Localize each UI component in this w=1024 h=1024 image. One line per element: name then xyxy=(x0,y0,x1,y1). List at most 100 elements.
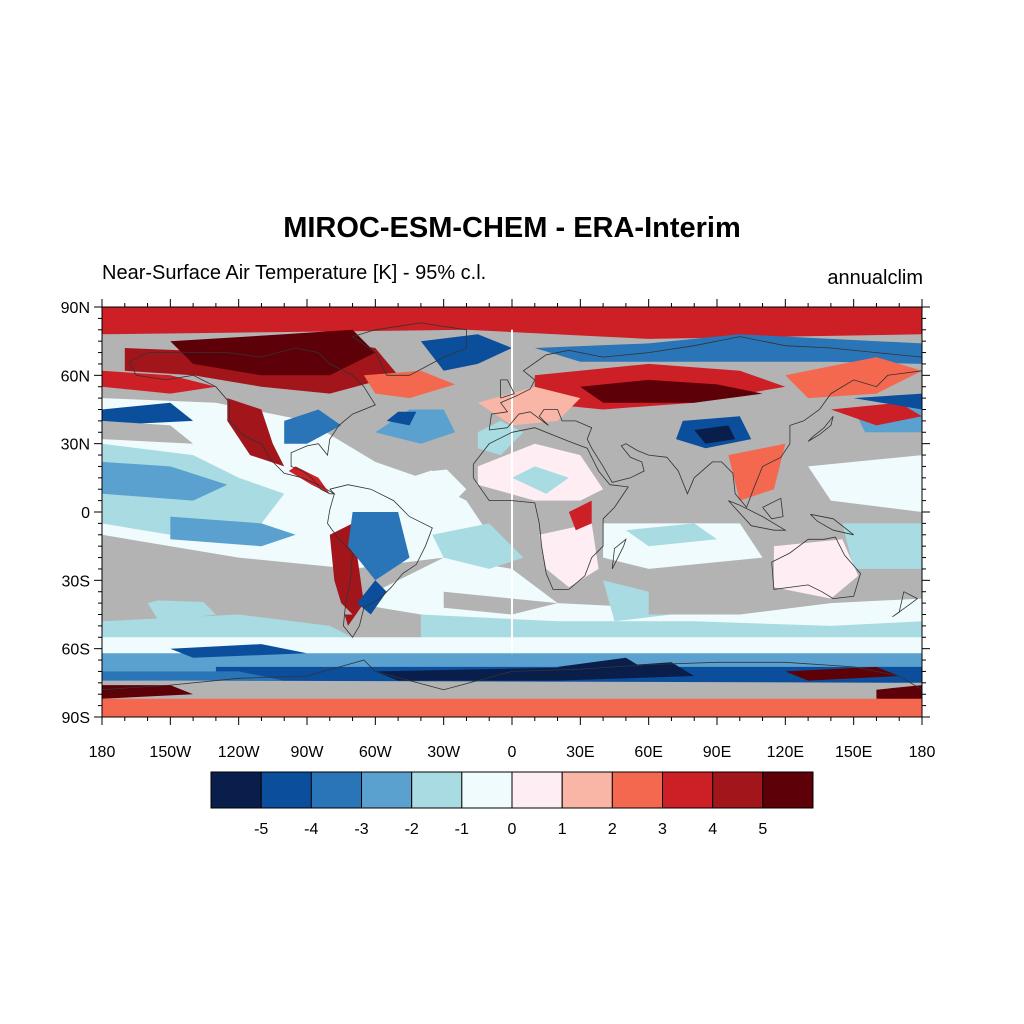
anomaly-region xyxy=(102,653,922,672)
anomaly-region xyxy=(170,516,296,547)
anomaly-region xyxy=(420,334,512,371)
lat-label: 90N xyxy=(61,300,90,317)
plot-title: MIROC-ESM-CHEM - ERA-Interim xyxy=(283,212,741,244)
insignificant-region xyxy=(102,420,194,444)
anomaly-region xyxy=(728,443,786,501)
colorbar-swatch xyxy=(260,771,312,809)
anomaly-region xyxy=(102,402,194,426)
colorbar-swatch xyxy=(611,771,663,809)
lat-label: 30S xyxy=(62,573,90,590)
anomaly-region xyxy=(227,398,285,467)
variable-subtitle: Near-Surface Air Temperature [K] - 95% c… xyxy=(102,262,487,284)
anomaly-region xyxy=(288,466,330,494)
colorbar-label: 0 xyxy=(508,821,517,838)
anomaly-region xyxy=(102,461,228,501)
anomaly-region xyxy=(580,379,763,403)
lon-label: 150W xyxy=(149,744,192,761)
anomaly-region xyxy=(842,523,922,569)
colorbar-swatch xyxy=(411,771,463,809)
insignificant-region xyxy=(284,580,353,615)
anomaly-region xyxy=(808,455,922,512)
insignificant-region xyxy=(420,443,478,471)
anomaly-region xyxy=(102,307,922,339)
anomaly-region xyxy=(102,370,216,394)
anomaly-region xyxy=(375,466,467,512)
insignificant-region xyxy=(443,591,558,615)
coastline xyxy=(327,484,433,638)
lon-label: 30E xyxy=(566,744,594,761)
lon-label: 90W xyxy=(291,744,325,761)
colorbar-swatch xyxy=(662,771,714,809)
lon-label: 60E xyxy=(634,744,662,761)
anomaly-region xyxy=(386,411,417,426)
coastline xyxy=(771,536,861,600)
anomaly-region xyxy=(853,393,922,410)
lon-label: 120W xyxy=(218,744,261,761)
colorbar-swatch xyxy=(712,771,764,809)
lon-label: 30W xyxy=(427,744,461,761)
colorbar-label: -5 xyxy=(254,821,268,838)
anomaly-region xyxy=(432,523,524,569)
lon-label: 90E xyxy=(703,744,731,761)
coastline xyxy=(488,336,922,509)
lon-label: 120E xyxy=(767,744,804,761)
lon-label: 0 xyxy=(508,744,517,761)
map-axes: 90N 60N 30N 0 30S 60S 90S 180 150W 120W 90W 60W 30W 0… xyxy=(61,299,935,761)
colorbar-label: -4 xyxy=(304,821,318,838)
coastline xyxy=(810,513,854,536)
colorbar-swatch xyxy=(762,771,814,809)
colorbar-label: 5 xyxy=(758,821,767,838)
colorbar: -5 -4 -3 -2 -1 0 1 2 3 4 5 xyxy=(210,771,814,838)
insignificant-region xyxy=(648,584,831,615)
colorbar-label: -1 xyxy=(455,821,469,838)
colorbar-label: -3 xyxy=(354,821,368,838)
anomaly-region xyxy=(557,657,649,676)
coastline xyxy=(128,347,376,495)
anomaly-region xyxy=(352,557,922,638)
anomaly-region xyxy=(773,539,859,599)
anomaly-region xyxy=(539,523,599,588)
colorbar-label: 1 xyxy=(558,821,567,838)
anomaly-region xyxy=(625,523,717,547)
lat-label: 90S xyxy=(62,710,90,727)
lat-label: 60N xyxy=(61,368,90,385)
anomaly-region xyxy=(284,409,342,444)
coastline xyxy=(472,427,629,590)
anomaly-region xyxy=(830,402,922,426)
anomaly-region xyxy=(477,386,581,426)
anomaly-region xyxy=(785,357,922,399)
colorbar-swatch xyxy=(310,771,362,809)
colorbar-swatch xyxy=(210,771,262,809)
coastline xyxy=(351,322,467,376)
anomaly-region xyxy=(568,500,592,531)
coastline xyxy=(728,500,787,531)
coastline xyxy=(807,416,834,442)
colorbar-label: 4 xyxy=(708,821,717,838)
anomaly-region xyxy=(348,512,410,581)
anomaly-region xyxy=(512,466,569,494)
lat-label: 60S xyxy=(62,642,90,659)
anomaly-region xyxy=(876,685,922,704)
anomaly-region xyxy=(363,370,456,399)
colorbar-swatch xyxy=(561,771,613,809)
anomaly-region xyxy=(694,425,736,444)
season-subtitle: annualclim xyxy=(827,267,923,289)
lon-label: 180 xyxy=(89,744,116,761)
lon-label: 60W xyxy=(359,744,393,761)
anomaly-region xyxy=(534,334,922,364)
anomaly-region xyxy=(102,698,922,717)
insignificant-region xyxy=(671,477,729,512)
colorbar-label: 2 xyxy=(608,821,617,838)
lat-label: 30N xyxy=(61,437,90,454)
coastline xyxy=(762,497,784,520)
map-field xyxy=(102,307,922,717)
coastline xyxy=(500,379,515,399)
coastlines xyxy=(102,322,922,691)
insignificant-region xyxy=(215,580,307,608)
anomaly-region xyxy=(375,409,456,444)
colorbar-label: -2 xyxy=(405,821,419,838)
anomaly-region xyxy=(170,644,307,658)
colorbar-label: 3 xyxy=(658,821,667,838)
colorbar-swatch xyxy=(461,771,513,809)
